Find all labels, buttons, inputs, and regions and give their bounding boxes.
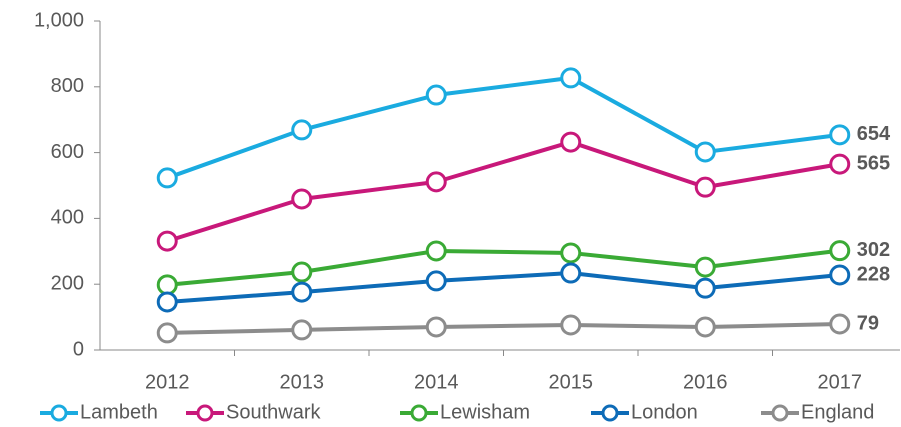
point	[156, 274, 178, 296]
legend-label: Lambeth	[80, 401, 158, 423]
series-line	[167, 248, 840, 287]
point	[694, 277, 716, 299]
point	[425, 270, 447, 292]
point	[156, 167, 178, 189]
point	[291, 281, 313, 303]
data-label: 79	[857, 312, 879, 334]
point	[829, 124, 851, 146]
point	[560, 262, 582, 284]
point	[156, 230, 178, 252]
point	[560, 131, 582, 153]
point	[694, 141, 716, 163]
legend-marker	[196, 404, 214, 422]
legend-label: Southwark	[226, 401, 321, 423]
x-tick-label: 2013	[280, 371, 325, 393]
point	[425, 84, 447, 106]
x-tick-label: 2017	[818, 371, 863, 393]
data-label: 302	[857, 239, 890, 261]
x-tick-label: 2012	[145, 371, 190, 393]
series-line	[166, 140, 841, 244]
point	[156, 291, 178, 313]
point	[829, 313, 851, 335]
x-tick-label: 2016	[683, 371, 728, 393]
legend-marker	[601, 404, 619, 422]
y-tick-label: 600	[51, 141, 84, 163]
point	[560, 67, 582, 89]
point	[291, 319, 313, 341]
data-label: 228	[857, 263, 890, 285]
series-line	[167, 271, 840, 304]
x-tick-label: 2015	[549, 371, 594, 393]
legend-label: England	[801, 401, 874, 423]
point	[291, 119, 313, 141]
point	[291, 188, 313, 210]
y-tick-label: 0	[73, 338, 84, 360]
legend-marker	[771, 404, 789, 422]
y-tick-label: 800	[51, 75, 84, 97]
point	[829, 240, 851, 262]
y-tick-label: 400	[51, 207, 84, 229]
point	[560, 314, 582, 336]
point	[694, 256, 716, 278]
legend-marker	[50, 404, 68, 422]
point	[829, 153, 851, 175]
point	[560, 242, 582, 264]
series-line	[167, 322, 840, 335]
legend-label: Lewisham	[440, 401, 530, 423]
point	[425, 171, 447, 193]
x-tick-label: 2014	[414, 371, 459, 393]
legend-marker	[410, 404, 428, 422]
point	[156, 322, 178, 344]
point	[694, 176, 716, 198]
series-line	[166, 75, 841, 180]
point	[829, 264, 851, 286]
y-tick-label: 200	[51, 272, 84, 294]
point	[291, 261, 313, 283]
data-label: 565	[857, 152, 890, 174]
point	[425, 316, 447, 338]
legend-label: London	[631, 401, 698, 423]
data-label: 654	[857, 123, 891, 145]
point	[694, 316, 716, 338]
point	[425, 240, 447, 262]
y-tick-label: 1,000	[34, 9, 84, 31]
